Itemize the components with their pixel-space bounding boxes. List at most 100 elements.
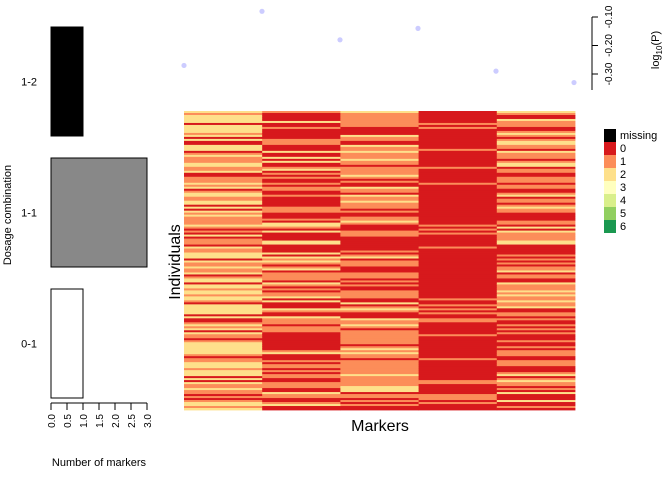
heatmap-cell [184, 354, 263, 357]
heatmap-cell [496, 222, 576, 226]
heatmap-cell [340, 342, 419, 345]
heatmap-cell [262, 284, 341, 287]
heatmap-cell [340, 166, 419, 170]
heatmap-cell [418, 346, 498, 349]
heatmap-cell [418, 184, 498, 188]
legend-swatch [604, 207, 616, 220]
heatmap-cell [496, 146, 576, 150]
pvalue-point [493, 68, 499, 74]
heatmap-cell [340, 248, 419, 251]
heatmap-cell [496, 310, 576, 313]
heatmap-cell [262, 180, 341, 184]
heatmap-cell [496, 142, 576, 146]
heatmap-cell [496, 396, 576, 399]
heatmap-cell [184, 348, 263, 351]
heatmap-cell [340, 304, 419, 307]
heatmap-cell [496, 234, 576, 237]
heatmap-cell [418, 266, 498, 269]
heatmap-cell [340, 358, 419, 361]
heatmap-cell [496, 216, 576, 220]
heatmap-cell [418, 388, 498, 391]
heatmap-cell [262, 296, 341, 299]
heatmap-cell [262, 290, 341, 293]
heatmap-cell [418, 178, 498, 182]
heatmap-cell [184, 208, 263, 212]
heatmap-cell [262, 238, 341, 241]
heatmap-cell [262, 374, 341, 377]
heatmap-cell [184, 292, 263, 295]
heatmap-cell [418, 340, 498, 343]
heatmap-cell [496, 200, 576, 204]
heatmap-cell [262, 128, 341, 132]
heatmap-cell [496, 166, 576, 170]
heatmap-cell [418, 128, 498, 132]
heatmap-cell [262, 408, 341, 411]
heatmap-cell [418, 316, 498, 319]
heatmap-cell [496, 208, 576, 212]
heatmap-cell [262, 382, 341, 385]
heatmap-cell [340, 372, 419, 375]
heatmap-cell [496, 111, 576, 114]
heatmap-cell [418, 118, 498, 122]
heatmap-cell [496, 298, 576, 301]
heatmap-cell [418, 326, 498, 329]
heatmap-cell [340, 234, 419, 237]
heatmap-cell [184, 298, 263, 301]
heatmap-cell [340, 354, 419, 357]
heatmap-cell [496, 408, 576, 411]
heatmap-cell [496, 184, 576, 188]
heatmap-cell [340, 364, 419, 367]
heatmap-cell [262, 198, 341, 202]
heatmap-cell [418, 166, 498, 170]
heatmap-cell [262, 348, 341, 351]
bar-y-axis-label: Dosage combination [2, 165, 14, 265]
heatmap-cell [418, 364, 498, 367]
heatmap-cell [496, 128, 576, 132]
heatmap-cell [496, 148, 576, 152]
heatmap-cell [262, 398, 341, 401]
heatmap-cell [184, 174, 263, 178]
heatmap-cell [184, 396, 263, 399]
heatmap-cell [340, 350, 419, 353]
heatmap-cell [184, 272, 263, 275]
legend-swatch [604, 168, 616, 181]
heatmap-cell [418, 370, 498, 373]
heatmap-cell [418, 238, 498, 241]
heatmap-cell [184, 320, 263, 323]
heatmap-cell [184, 232, 263, 235]
heatmap-cell [184, 384, 263, 387]
heatmap-cell [340, 374, 419, 377]
heatmap-cell [184, 222, 263, 226]
heatmap-cell [262, 242, 341, 245]
heatmap-cell [418, 342, 498, 345]
heatmap-cell [418, 186, 498, 190]
heatmap-cell [340, 360, 419, 363]
heatmap-cell [340, 336, 419, 339]
heatmap-cell [418, 116, 498, 120]
heatmap-cell [184, 152, 263, 156]
heatmap-cell [184, 262, 263, 265]
heatmap-cell [184, 382, 263, 385]
heatmap-cell [418, 180, 498, 184]
heatmap-cell [496, 322, 576, 325]
heatmap-cell [262, 274, 341, 277]
heatmap-cell [496, 130, 576, 134]
heatmap-cell [262, 294, 341, 297]
heatmap-cell [418, 222, 498, 226]
heatmap-cell [496, 266, 576, 269]
heatmap-cell [496, 324, 576, 327]
heatmap-cell [340, 298, 419, 301]
bar-x-tick-label: 3.0 [143, 414, 154, 428]
heatmap-cell [496, 186, 576, 190]
heatmap-cell [496, 312, 576, 315]
heatmap-cell [184, 122, 263, 126]
heatmap-cell [262, 300, 341, 303]
heatmap-cell [262, 404, 341, 407]
heatmap-cell [340, 146, 419, 150]
heatmap-cell [262, 226, 341, 230]
heatmap-cell [418, 172, 498, 176]
heatmap-cell [184, 364, 263, 367]
heatmap-cell [496, 182, 576, 186]
heatmap-cell [262, 268, 341, 271]
heatmap-cell [340, 202, 419, 206]
